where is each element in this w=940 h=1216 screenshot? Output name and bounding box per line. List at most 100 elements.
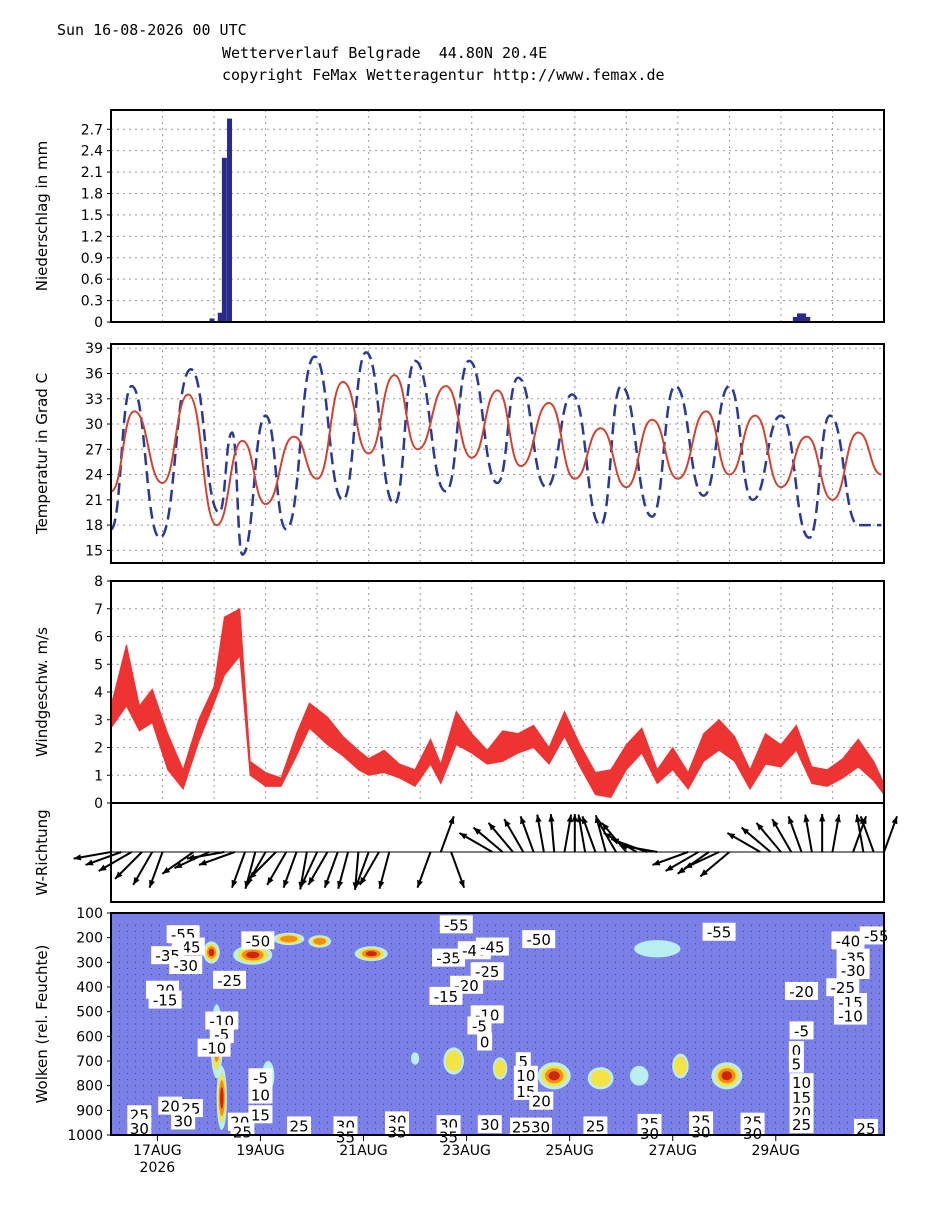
- cloud-label-box: [831, 931, 865, 950]
- cloud-label: -30: [173, 957, 198, 975]
- cloud-blob: [220, 1087, 224, 1109]
- direction-arrowhead: [788, 816, 794, 825]
- direction-arrowhead: [133, 876, 140, 885]
- direction-arrowhead: [548, 814, 555, 822]
- cloud-label-box: [789, 1088, 814, 1106]
- x-year-label: 2026: [140, 1160, 176, 1176]
- direction-arrowhead: [597, 819, 604, 828]
- cloud-label: 35: [387, 1124, 406, 1142]
- direction-arrowhead: [473, 827, 482, 835]
- direction-arrowhead: [684, 862, 693, 869]
- cloud-label: -5: [253, 1069, 268, 1087]
- cloud-ytick: 700: [76, 1054, 103, 1070]
- direction-arrowhead: [324, 879, 331, 888]
- cloud-label-box: [248, 1105, 273, 1124]
- cloud-ytick: 400: [76, 980, 103, 996]
- cloud-label-box: [740, 1123, 765, 1142]
- temp-ytick: 24: [85, 468, 103, 484]
- temp-ytick: 15: [85, 543, 103, 559]
- cloud-ytick: 100: [76, 906, 103, 922]
- cloud-label: 5: [518, 1053, 528, 1071]
- cloud-label: -45: [480, 939, 505, 957]
- direction-arrowhead: [459, 833, 468, 840]
- direction-arrowhead: [741, 827, 750, 835]
- title-line: Wetterverlauf Belgrade 44.80N 20.4E: [222, 44, 548, 62]
- cloud-label: 20: [161, 1098, 180, 1116]
- cloud-blob: [674, 1056, 687, 1076]
- direction-arrowhead: [488, 822, 496, 831]
- wind-band: [110, 607, 885, 799]
- cloud-label-box: [637, 1123, 662, 1142]
- precip-bar: [805, 317, 811, 322]
- cloud-label-box: [385, 1122, 410, 1141]
- temp-series-solid: [110, 374, 882, 527]
- cloud-label: 30: [692, 1124, 711, 1142]
- cloud-ytick: 200: [76, 931, 103, 947]
- cloud-label-box: [529, 1091, 554, 1110]
- cloud-label-box: [789, 1115, 814, 1134]
- wind-ytick: 0: [94, 796, 103, 812]
- direction-arrowhead: [571, 814, 578, 822]
- cloud-label: 25: [290, 1117, 309, 1135]
- cloud-label: 15: [792, 1089, 811, 1107]
- temp-ytick: 27: [85, 442, 103, 458]
- cloud-label-box: [789, 1021, 814, 1040]
- cloud-label-box: [788, 1041, 804, 1060]
- temp-ylabel: Temperatur in Grad C: [33, 373, 51, 535]
- direction-arrowhead: [756, 822, 764, 831]
- x-tick-label: 29AUG: [752, 1143, 801, 1159]
- direction-arrowhead: [73, 854, 82, 861]
- cloud-label-box: [169, 956, 203, 975]
- precip-ytick: 1.2: [81, 229, 103, 245]
- cloud-label: 30: [480, 1116, 499, 1134]
- direction-arrowhead: [819, 814, 826, 822]
- direction-arrowhead: [652, 859, 661, 866]
- direction-arrowhead: [355, 879, 362, 888]
- direction-arrowhead: [535, 814, 542, 823]
- x-tick-label: 21AUG: [339, 1143, 388, 1159]
- precip-ylabel: Niederschlag in mm: [33, 141, 51, 291]
- cloud-label: -10: [202, 1040, 227, 1058]
- wind-ylabel: Windgeschw. m/s: [33, 627, 51, 757]
- cloud-label: -35: [436, 950, 461, 968]
- cloud-label: -20: [789, 983, 814, 1001]
- cloud-label: -50: [246, 932, 271, 950]
- cloud-ytick: 500: [76, 1005, 103, 1021]
- precip-bar: [792, 317, 798, 322]
- cloud-label-box: [515, 1052, 531, 1071]
- precip-bar: [209, 318, 215, 322]
- wind-ytick: 6: [94, 630, 103, 646]
- temp-frame: [110, 343, 885, 564]
- cloud-label-box: [333, 1127, 358, 1146]
- cloud-label: -15: [434, 988, 459, 1006]
- cloud-blob: [365, 951, 377, 957]
- cloud-label: 10: [516, 1067, 535, 1085]
- cloud-label-box: [467, 1016, 492, 1035]
- cloud-label-box: [702, 922, 736, 941]
- direction-arrowhead: [174, 862, 183, 869]
- cloud-panel: 253020253020251510-525303530353035302530…: [67, 906, 893, 1146]
- precip-bar: [801, 313, 807, 322]
- cloud-label: -50: [526, 931, 551, 949]
- direction-arrowhead: [504, 819, 511, 828]
- temp-ytick: 18: [85, 518, 103, 534]
- direction-arrowhead: [378, 880, 385, 889]
- direction-arrowhead: [458, 879, 465, 888]
- temp-panel: 15 18 21 24 27 30 33 36 39: [85, 341, 884, 563]
- x-tick-label: 17AUG: [133, 1143, 182, 1159]
- cloud-label-box: [583, 1116, 608, 1135]
- direction-arrowhead: [891, 816, 898, 825]
- cloud-ytick: 900: [76, 1103, 103, 1119]
- cloud-label-box: [127, 1105, 152, 1124]
- x-tick-label: 25AUG: [545, 1143, 594, 1159]
- direction-arrowhead: [611, 838, 620, 845]
- x-tick-label: 19AUG: [236, 1143, 285, 1159]
- direction-arrowhead: [98, 864, 107, 871]
- cloud-label: 30: [640, 1125, 659, 1143]
- cloud-blob: [280, 935, 298, 943]
- cloud-ytick: 800: [76, 1079, 103, 1095]
- precip-ytick: 2.4: [81, 144, 103, 160]
- cloud-label: -30: [841, 962, 866, 980]
- direction-arrowhead: [860, 816, 867, 825]
- precip-ytick: 2.7: [81, 122, 103, 138]
